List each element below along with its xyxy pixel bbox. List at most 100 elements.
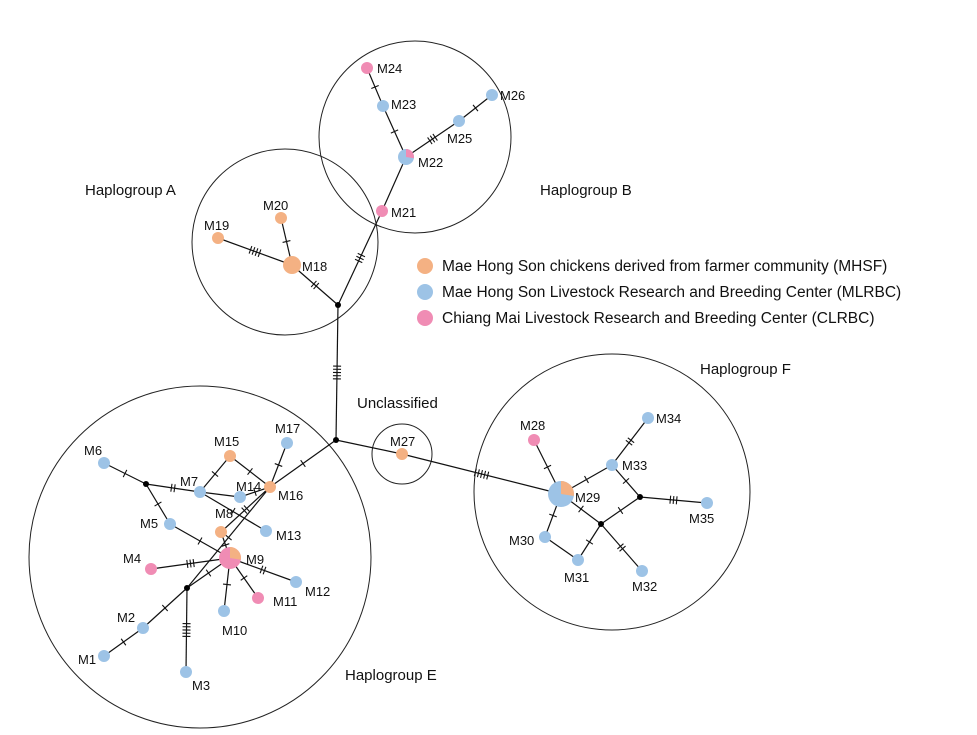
haplotype-m33: M33 <box>606 458 647 473</box>
edge-m33-m34 <box>611 417 649 466</box>
mutation-tick <box>248 245 253 254</box>
haplotype-m30: M30 <box>509 531 551 548</box>
mutation-tick <box>230 507 236 516</box>
haplotype-node-circle <box>606 459 618 471</box>
haplotype-label: M11 <box>273 594 297 609</box>
mutation-tick <box>186 559 189 568</box>
haplotype-node-circle <box>145 563 157 575</box>
mutation-tick <box>300 459 306 468</box>
mutation-tick <box>617 506 624 515</box>
mutation-tick <box>274 463 283 467</box>
haplotype-label: M12 <box>305 584 330 599</box>
mutation-tick <box>310 280 317 288</box>
haplotype-node-circle <box>376 205 388 217</box>
mutation-tick <box>390 129 399 134</box>
haplotype-label: M17 <box>275 421 300 436</box>
haplogroup-u-circle <box>371 423 433 485</box>
haplotype-m16: M16 <box>264 481 303 503</box>
mutation-tick <box>211 471 219 477</box>
haplogroup-f-circle <box>473 353 751 631</box>
mutation-tick <box>221 543 230 547</box>
mutation-tick <box>584 475 589 484</box>
haplotype-m18: M18 <box>283 256 327 274</box>
haplotype-node-circle <box>215 526 227 538</box>
mutation-tick <box>225 534 232 541</box>
haplotype-label: M13 <box>276 528 301 543</box>
mutation-tick <box>356 255 364 261</box>
mutation-tick <box>170 483 173 492</box>
mutation-tick <box>486 471 490 480</box>
mutation-tick <box>432 133 438 141</box>
mutation-tick <box>483 470 487 479</box>
haplotype-label: M19 <box>204 218 229 233</box>
legend: Mae Hong Son chickens derived from farme… <box>417 258 901 327</box>
haplotype-m9: M9 <box>219 547 264 569</box>
haplotype-node-wedge <box>406 149 414 159</box>
haplotype-m28: M28 <box>520 418 545 446</box>
haplotype-label: M6 <box>84 443 102 458</box>
haplotype-label: M23 <box>391 97 416 112</box>
mutation-tick <box>251 247 256 255</box>
edge-m7-m14 <box>199 491 241 498</box>
haplotype-label: M3 <box>192 678 210 693</box>
haplotype-m26: M26 <box>486 88 525 103</box>
haplotype-label: M21 <box>391 205 416 220</box>
edge-j1-m18 <box>291 264 339 306</box>
haplotype-node-circle <box>98 650 110 662</box>
haplogroup-circles <box>28 40 751 729</box>
mutation-tick <box>253 488 257 496</box>
haplotype-node-circle <box>539 531 551 543</box>
mutation-tick <box>173 484 176 493</box>
haplotype-node-circle <box>377 100 389 112</box>
haplotype-nodes: M1 M2 M3 M4 M5 M6 M7 M8 M9 M10 M11 M12 M13 M14 M15 M16 M… <box>78 61 714 693</box>
median-vector-node <box>598 521 604 527</box>
haplotype-node-circle <box>701 497 713 509</box>
haplotype-node-circle <box>281 437 293 449</box>
mutation-tick <box>259 565 264 574</box>
mutation-tick <box>672 495 675 505</box>
haplotype-m3: M3 <box>180 666 210 693</box>
haplotype-node-circle <box>486 89 498 101</box>
mutation-tick <box>197 537 203 545</box>
haplotype-label: M25 <box>447 131 472 146</box>
edge-m30-m31 <box>544 536 579 561</box>
edge-m21-m22 <box>381 156 407 212</box>
haplotype-label: M1 <box>78 652 96 667</box>
mutation-tick <box>161 604 169 612</box>
mutation-tick <box>241 507 248 514</box>
mutation-tick <box>189 559 192 568</box>
haplotype-m1: M1 <box>78 650 110 667</box>
haplogroup-u-label: Unclassified <box>357 395 438 412</box>
mutation-tick <box>549 513 557 518</box>
haplotype-label: M22 <box>418 155 443 170</box>
haplotype-m4: M4 <box>123 551 157 575</box>
haplotype-m23: M23 <box>377 97 416 112</box>
haplotype-node-circle <box>164 518 176 530</box>
edge-m18-m19 <box>217 237 293 266</box>
haplotype-node-circle <box>252 592 264 604</box>
edge-m9-m12 <box>229 557 297 583</box>
mutation-tick <box>257 249 262 258</box>
haplotype-label: M35 <box>689 511 714 526</box>
haplotype-label: M32 <box>632 579 657 594</box>
edge-m7-j3 <box>145 483 201 493</box>
edge-j6-m32 <box>600 523 643 572</box>
median-vector-node <box>335 302 341 308</box>
haplotype-m20: M20 <box>263 198 288 224</box>
mutation-tick <box>627 437 635 444</box>
mutation-tick <box>247 468 253 475</box>
mutation-tick <box>473 468 477 477</box>
mutation-tick <box>619 545 626 552</box>
mutation-tick <box>625 439 633 446</box>
mutation-tick <box>313 282 320 290</box>
mutation-tick <box>578 505 584 513</box>
haplotype-node-circle <box>396 448 408 460</box>
haplotype-node-circle <box>642 412 654 424</box>
haplotype-m17: M17 <box>275 421 300 449</box>
median-vector-node <box>637 494 643 500</box>
haplogroup-a-circle <box>191 148 379 336</box>
mutation-tick <box>371 84 379 90</box>
haplotype-label: M26 <box>500 88 525 103</box>
haplotype-label: M10 <box>222 623 247 638</box>
mutation-tick <box>122 469 128 478</box>
